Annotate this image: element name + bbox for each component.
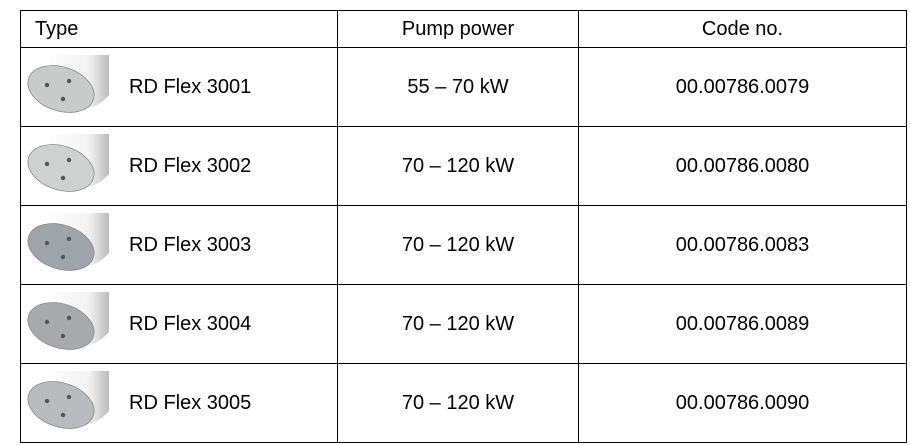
type-cell: RD Flex 3003 [21,206,338,285]
type-name: RD Flex 3003 [129,234,251,257]
header-cell: Code no. [579,11,907,48]
pump-power-cell: 55 – 70 kW [338,48,579,127]
type-name: RD Flex 3001 [129,76,251,99]
product-icon [23,292,109,356]
type-name: RD Flex 3002 [129,155,251,178]
pump-power-cell: 70 – 120 kW [338,206,579,285]
type-cell: RD Flex 3002 [21,127,338,206]
code-cell: 00.00786.0090 [579,364,907,443]
page: Type Pump power Code no. RD Flex 3001 55 … [0,0,910,445]
type-wrap: RD Flex 3004 [21,285,337,363]
type-cell: RD Flex 3004 [21,285,338,364]
pump-power-cell: 70 – 120 kW [338,285,579,364]
type-wrap: RD Flex 3002 [21,127,337,205]
type-wrap: RD Flex 3001 [21,48,337,126]
header-row: Type Pump power Code no. [21,11,907,48]
type-name: RD Flex 3004 [129,313,251,336]
code-cell: 00.00786.0083 [579,206,907,285]
product-icon [23,213,109,277]
type-wrap: RD Flex 3005 [21,364,337,442]
pump-power-cell: 70 – 120 kW [338,364,579,443]
type-cell: RD Flex 3005 [21,364,338,443]
header-cell: Pump power [338,11,579,48]
product-table: Type Pump power Code no. RD Flex 3001 55 … [20,10,907,443]
type-wrap: RD Flex 3003 [21,206,337,284]
code-cell: 00.00786.0080 [579,127,907,206]
header-cell: Type [21,11,338,48]
type-cell: RD Flex 3001 [21,48,338,127]
product-icon [23,371,109,435]
product-icon [23,134,109,198]
product-icon [23,55,109,119]
code-cell: 00.00786.0089 [579,285,907,364]
type-name: RD Flex 3005 [129,392,251,415]
pump-power-cell: 70 – 120 kW [338,127,579,206]
code-cell: 00.00786.0079 [579,48,907,127]
